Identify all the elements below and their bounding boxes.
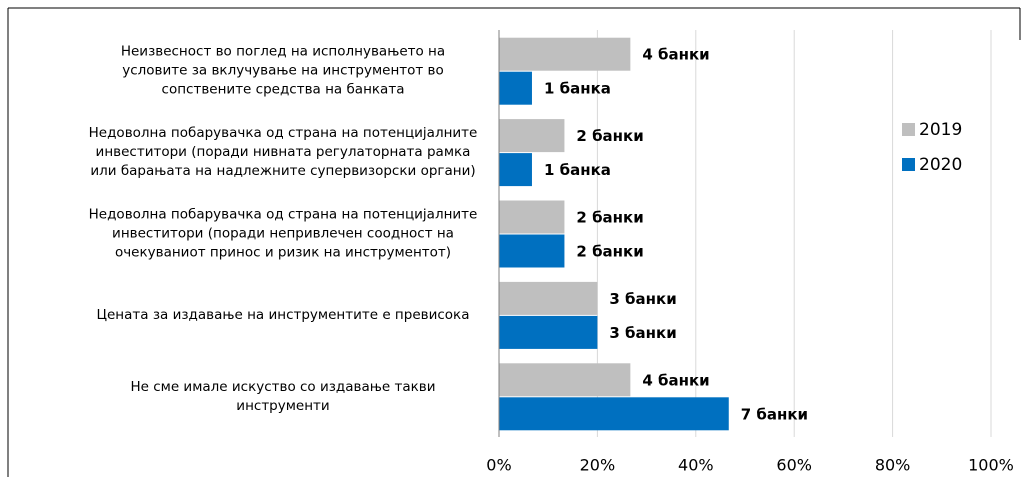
value-label: 1 банка — [544, 161, 611, 179]
value-label: 2 банки — [576, 243, 643, 261]
bar — [499, 119, 565, 153]
value-label: 2 банки — [576, 127, 643, 145]
value-label: 3 банки — [609, 324, 676, 342]
value-label: 3 банки — [609, 290, 676, 308]
value-label: 7 банки — [741, 405, 808, 423]
legend-swatch — [902, 158, 915, 171]
bar — [499, 397, 729, 431]
value-label: 2 банки — [576, 209, 643, 227]
bar — [499, 200, 565, 234]
bar — [499, 315, 598, 349]
category-label: очекуваниот принос и ризик на инструмент… — [115, 245, 451, 261]
category-label: Цената за издавање на инструментите е пр… — [97, 307, 470, 323]
bar — [499, 281, 598, 315]
category-label: Не сме имале искуство со издавање такви — [130, 379, 435, 395]
category-label: или барањата на надлежните супервизорски… — [90, 163, 475, 179]
category-label: сопствените средства на банката — [162, 82, 405, 98]
bar — [499, 234, 565, 268]
x-tick-label: 80% — [875, 456, 911, 475]
x-tick-label: 20% — [580, 456, 616, 475]
bar — [499, 363, 631, 397]
x-tick-label: 0% — [486, 456, 511, 475]
value-label: 4 банки — [642, 46, 709, 64]
category-label: Недоволна побарувачка од страна на потен… — [89, 125, 478, 141]
value-label: 1 банка — [544, 80, 611, 98]
bar — [499, 71, 532, 105]
x-tick-label: 40% — [678, 456, 714, 475]
category-label: Неизвесност во поглед на исполнувањето н… — [121, 44, 445, 60]
value-label: 4 банки — [642, 371, 709, 389]
category-label: условите за вклучување на инструментот в… — [122, 63, 444, 79]
legend-label: 2020 — [919, 155, 962, 175]
legend-swatch — [902, 123, 915, 136]
x-tick-label: 100% — [968, 456, 1014, 475]
category-label: инструменти — [236, 398, 329, 414]
x-tick-label: 60% — [776, 456, 812, 475]
category-label: инвеститори (поради нивната регулаторнат… — [96, 144, 471, 160]
legend-label: 2019 — [919, 120, 962, 140]
category-label: инвеститори (поради непривлечен соодност… — [112, 226, 454, 242]
category-label: Недоволна побарувачка од страна на потен… — [89, 207, 478, 223]
bar — [499, 37, 631, 71]
bar — [499, 153, 532, 187]
